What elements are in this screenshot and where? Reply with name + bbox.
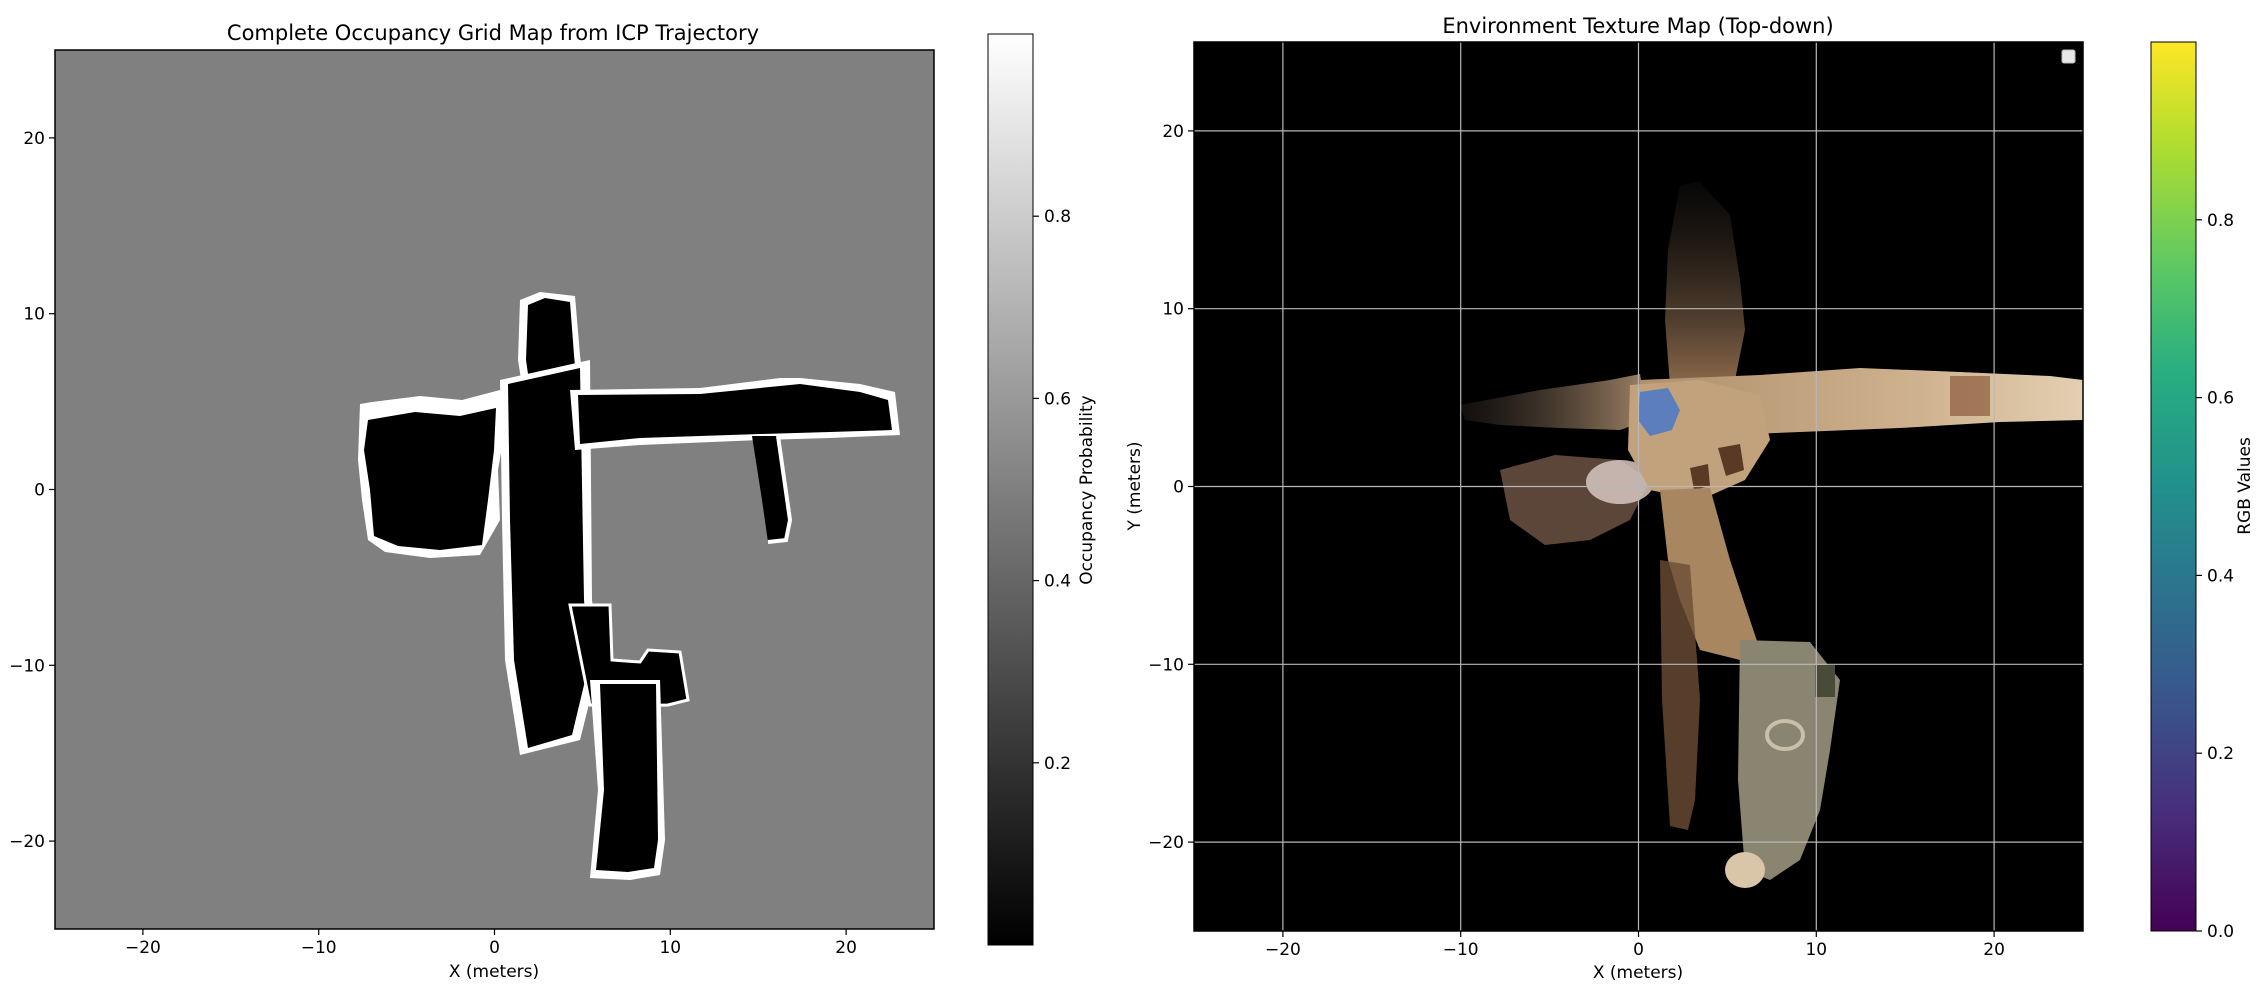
tex-south-block (1738, 640, 1840, 880)
texture-colorbar-tick-label: 0.2 (2207, 744, 2234, 764)
texture-map-panel: Environment Texture Map (Top-down) (1125, 14, 2255, 983)
texture-chart-title: Environment Texture Map (Top-down) (1442, 14, 1833, 38)
texture-x-tick-label: 20 (1983, 940, 2005, 960)
texture-colorbar-ticks: 0.0 0.2 0.4 0.6 0.8 (2196, 211, 2234, 942)
texture-colorbar-tick-label: 0.4 (2207, 566, 2234, 586)
occupancy-colorbar (987, 33, 1034, 946)
occupancy-colorbar-tick-label: 0.2 (1044, 754, 1071, 774)
texture-grid (1194, 42, 2083, 931)
texture-legend-box (2061, 49, 2076, 64)
tex-blue-patch (1638, 388, 1680, 436)
texture-x-tick-label: 0 (1633, 940, 1644, 960)
texture-colorbar-tick-label: 0.6 (2207, 389, 2234, 409)
occupancy-grid-panel: Complete Occupancy Grid Map from ICP Tra… (9, 21, 1097, 982)
tex-south-corridor (1660, 488, 1760, 660)
occupancy-y-ticks: −20 −10 0 10 20 (9, 129, 55, 852)
occupancy-colorbar-ticks: 0.2 0.4 0.6 0.8 (1033, 207, 1071, 774)
occ-east-branch-edge (767, 435, 793, 544)
occupancy-x-tick-label: −10 (301, 938, 337, 958)
occupancy-colorbar-tick-label: 0.6 (1044, 389, 1071, 409)
occupancy-x-tick-label: 0 (489, 938, 500, 958)
texture-x-ticks: −20 −10 0 10 20 (1265, 931, 2005, 960)
tex-junction-dark-marks (1690, 444, 1744, 490)
texture-colorbar (2150, 41, 2197, 932)
occupancy-y-tick-label: 20 (23, 129, 45, 149)
texture-surface (1460, 182, 2083, 888)
texture-y-tick-label: −20 (1148, 833, 1184, 853)
occupancy-colorbar-tick-label: 0.4 (1044, 572, 1071, 592)
tex-south-tip (1725, 852, 1765, 888)
tex-west-arm (1460, 374, 1648, 430)
tex-west-highlight (1586, 460, 1654, 504)
occupancy-y-tick-label: 0 (34, 481, 45, 501)
texture-y-tick-label: 20 (1162, 122, 1184, 142)
tex-north-corridor (1665, 182, 1745, 385)
texture-x-tick-label: −20 (1265, 940, 1301, 960)
texture-x-tick-label: 10 (1805, 940, 1827, 960)
texture-x-axis-label: X (meters) (1593, 963, 1683, 983)
occupancy-x-axis-label: X (meters) (449, 962, 539, 982)
occupancy-x-tick-label: 10 (659, 938, 681, 958)
occupancy-colorbar-label: Occupancy Probability (1077, 395, 1097, 585)
texture-y-tick-label: 10 (1162, 300, 1184, 320)
texture-colorbar-tick-label: 0.0 (2207, 922, 2234, 942)
occupancy-x-tick-label: 20 (835, 938, 857, 958)
texture-colorbar-label: RGB Values (2235, 437, 2255, 535)
occ-east-corridor (578, 384, 892, 444)
occupancy-y-tick-label: −10 (9, 656, 45, 676)
occupancy-colorbar-tick-label: 0.8 (1044, 207, 1071, 227)
occupancy-x-tick-label: −20 (125, 938, 161, 958)
texture-x-tick-label: −10 (1443, 940, 1479, 960)
occupancy-y-tick-label: 10 (23, 305, 45, 325)
occ-south-block (596, 684, 658, 872)
occupancy-y-tick-label: −20 (9, 832, 45, 852)
occ-west-clutter-dark (364, 408, 496, 550)
tex-south-block-ring (1765, 719, 1805, 751)
texture-y-axis-label: Y (meters) (1125, 441, 1145, 531)
texture-y-tick-label: −10 (1148, 655, 1184, 675)
tex-south-left-strip (1660, 560, 1700, 830)
tex-east-arm-dark-strip (1950, 376, 1990, 416)
tex-south-east-block (1815, 665, 1835, 697)
texture-y-ticks: −20 −10 0 10 20 (1148, 122, 1194, 853)
texture-y-tick-label: 0 (1173, 478, 1184, 498)
texture-colorbar-tick-label: 0.8 (2207, 211, 2234, 231)
occupancy-x-ticks: −20 −10 0 10 20 (125, 929, 857, 958)
occupancy-free-space (358, 292, 900, 880)
occ-main-corridor (508, 368, 590, 748)
occupancy-chart-title: Complete Occupancy Grid Map from ICP Tra… (227, 21, 759, 45)
